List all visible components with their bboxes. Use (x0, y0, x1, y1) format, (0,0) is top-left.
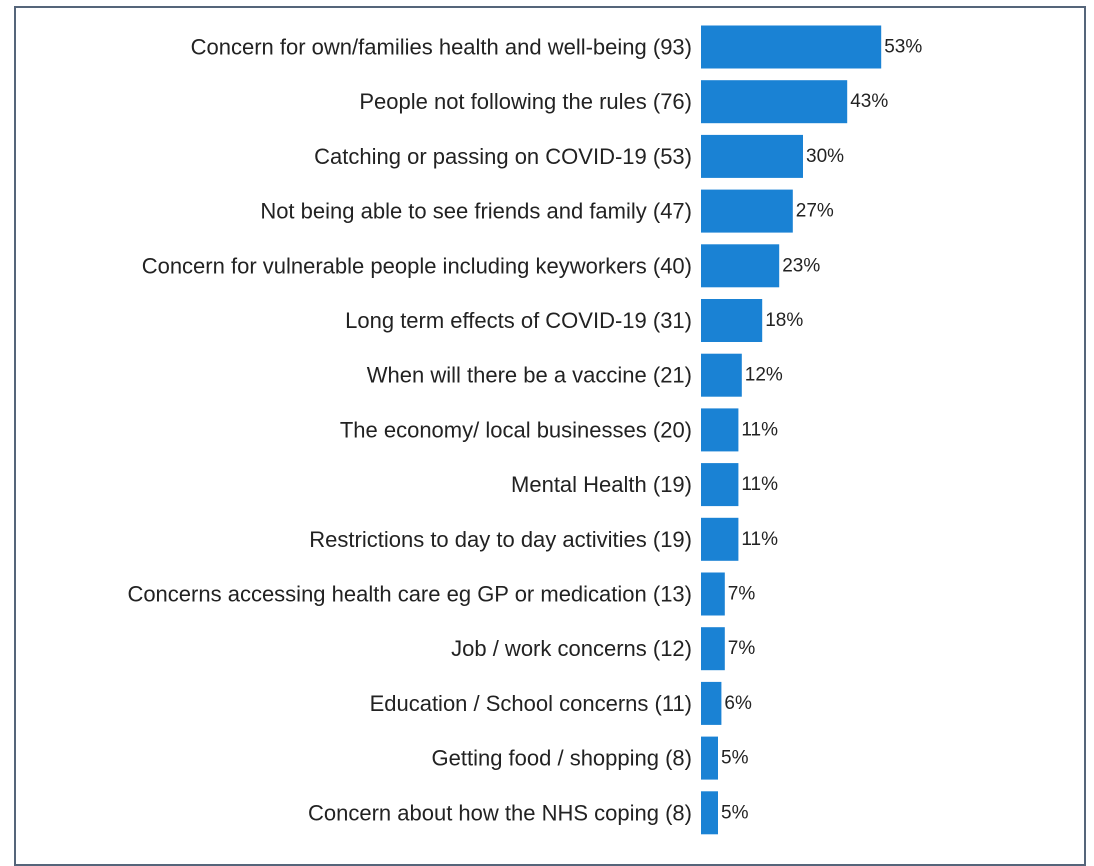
value-label-5: 18% (765, 310, 803, 331)
value-label-3: 27% (796, 201, 834, 222)
bar-13 (701, 736, 718, 780)
value-label-11: 7% (728, 638, 756, 659)
bar-5 (701, 299, 763, 342)
bar-10 (701, 572, 725, 616)
category-label-9: Restrictions to day to day activities (1… (309, 527, 692, 552)
value-label-4: 23% (782, 255, 820, 276)
bar-12 (701, 681, 722, 725)
value-label-1: 43% (850, 91, 888, 112)
chart-frame (14, 6, 1086, 866)
value-label-9: 11% (741, 529, 778, 550)
category-labels-group: Concern for own/families health and well… (127, 35, 692, 826)
category-label-11: Job / work concerns (12) (451, 636, 692, 661)
category-label-0: Concern for own/families health and well… (191, 35, 692, 60)
bar-14 (701, 791, 718, 835)
value-label-8: 11% (741, 474, 778, 495)
bar-4 (701, 244, 780, 288)
bar-2 (701, 134, 803, 178)
bars-group (701, 25, 882, 835)
value-label-14: 5% (721, 802, 749, 823)
category-label-6: When will there be a vaccine (21) (367, 363, 692, 388)
category-label-7: The economy/ local businesses (20) (340, 417, 692, 442)
category-label-12: Education / School concerns (11) (370, 691, 692, 716)
value-label-7: 11% (741, 419, 778, 440)
category-label-1: People not following the rules (76) (359, 89, 692, 114)
bar-3 (701, 189, 793, 233)
category-label-10: Concerns accessing health care eg GP or … (127, 582, 692, 607)
bar-6 (701, 353, 742, 397)
value-label-2: 30% (806, 146, 844, 167)
value-label-10: 7% (728, 584, 756, 605)
bar-0 (701, 25, 882, 69)
bar-11 (701, 627, 725, 671)
value-label-12: 6% (724, 693, 752, 714)
category-label-5: Long term effects of COVID-19 (31) (345, 308, 692, 333)
bar-8 (701, 463, 739, 507)
category-label-2: Catching or passing on COVID-19 (53) (314, 144, 692, 169)
category-label-13: Getting food / shopping (8) (432, 746, 693, 771)
value-label-6: 12% (745, 365, 783, 386)
category-label-3: Not being able to see friends and family… (260, 199, 692, 224)
category-label-14: Concern about how the NHS coping (8) (308, 800, 692, 825)
value-labels-group: 53% 43% 30% 27% 23% 18% 12% 11% 11% 11% 7% 7% 6% 5% 5% (721, 37, 922, 824)
bar-1 (701, 80, 848, 124)
value-label-13: 5% (721, 748, 749, 769)
category-label-4: Concern for vulnerable people including … (142, 253, 692, 278)
category-label-8: Mental Health (19) (511, 472, 692, 497)
value-label-0: 53% (884, 37, 922, 58)
bar-9 (701, 517, 739, 561)
bar-7 (701, 408, 739, 452)
